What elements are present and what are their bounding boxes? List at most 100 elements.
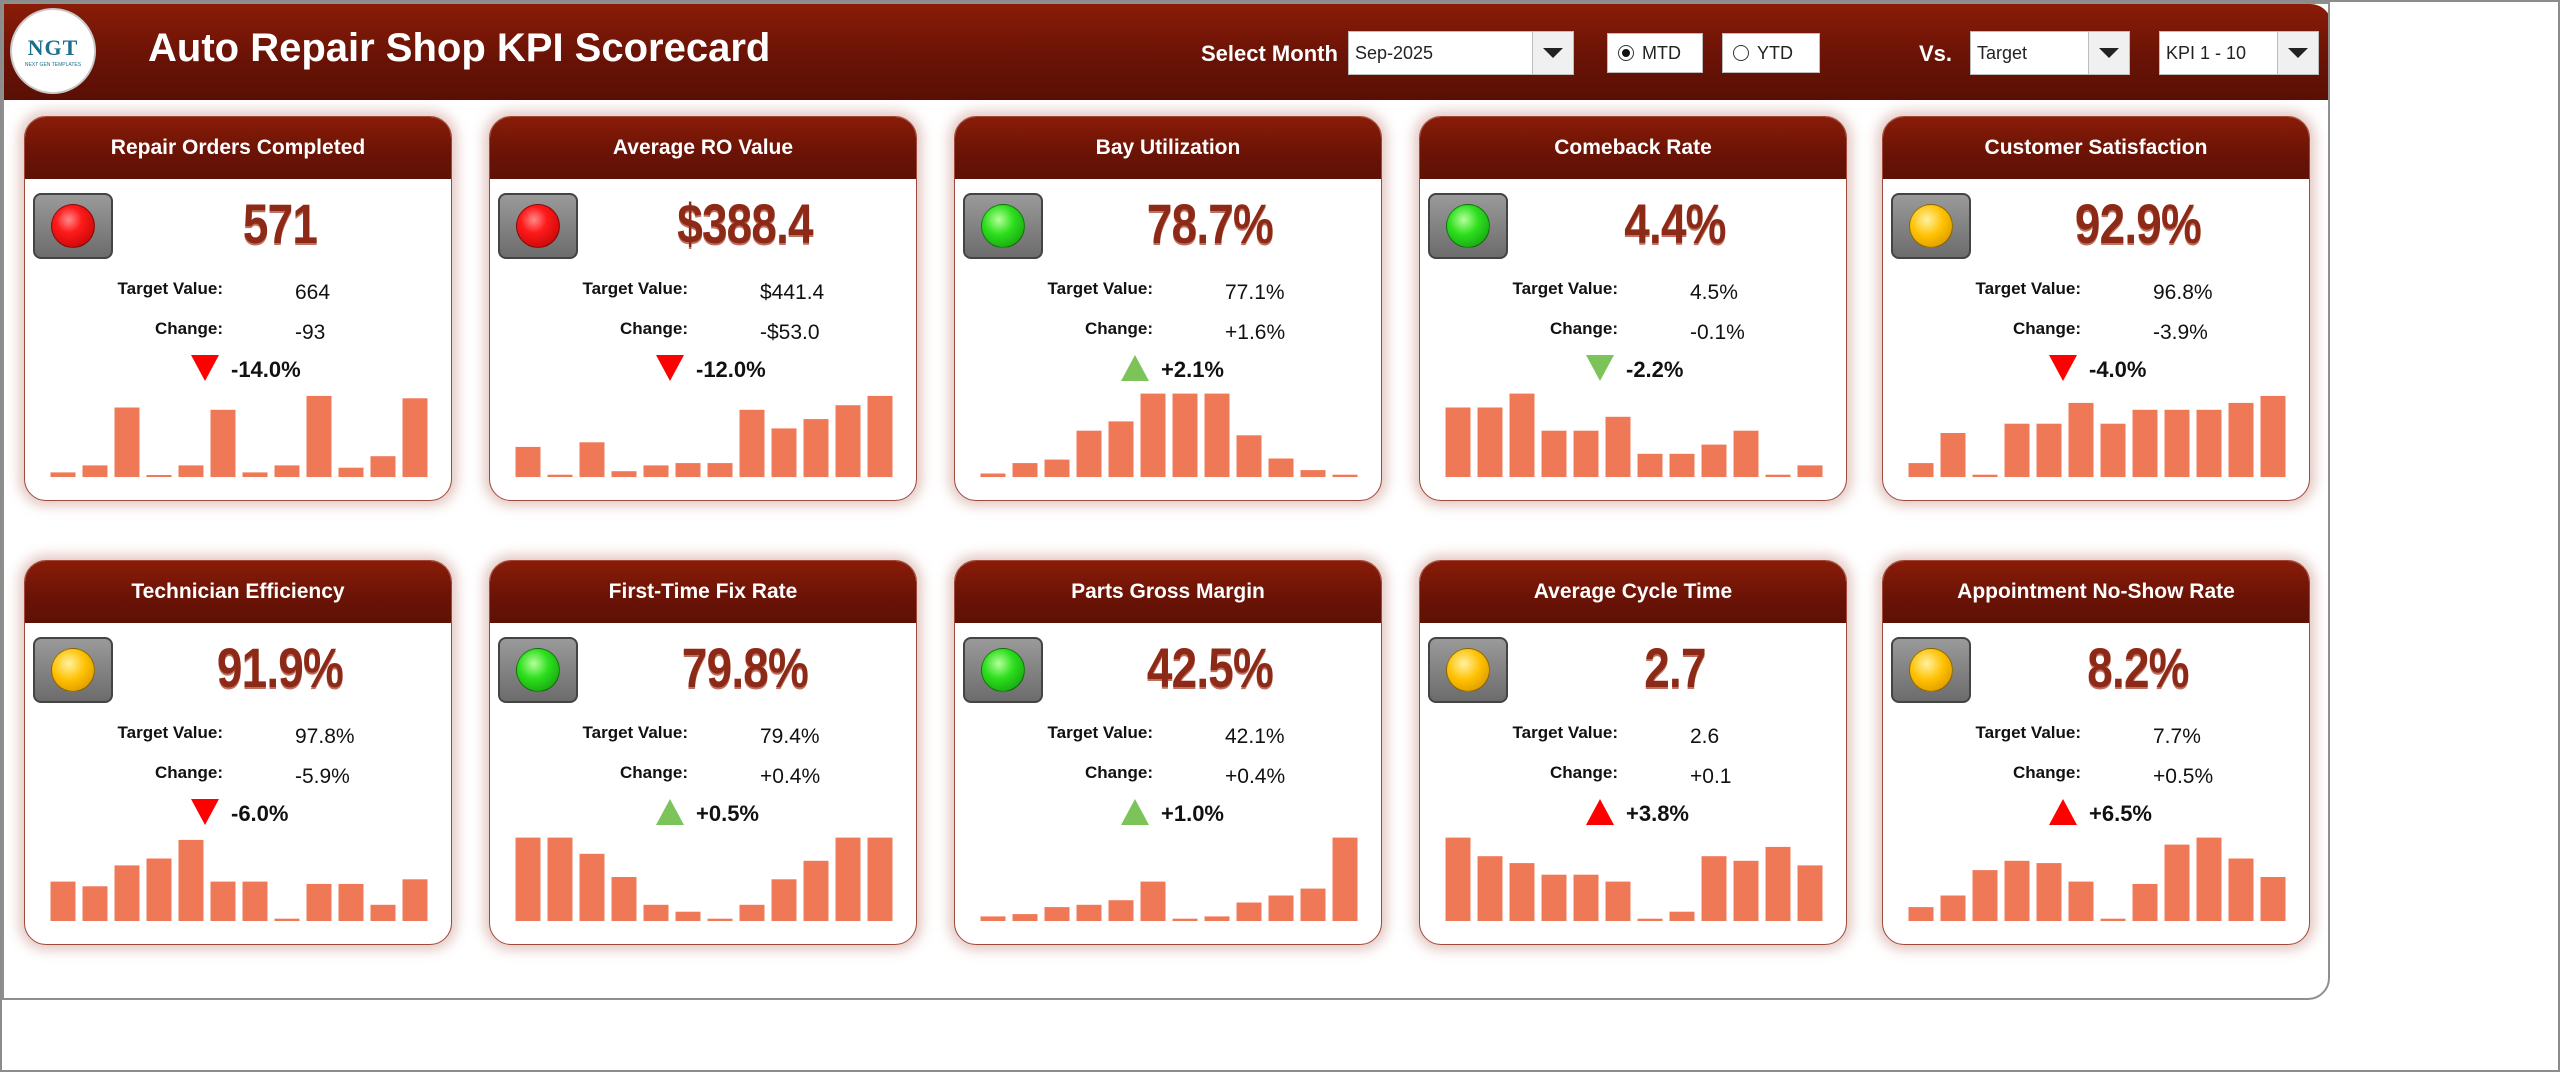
- trend-bar: [739, 409, 765, 477]
- trend-bar: [1605, 416, 1631, 477]
- trend-bar: [146, 475, 172, 477]
- kpi-range-dropdown[interactable]: KPI 1 - 10: [2159, 31, 2319, 75]
- change-percent: -14.0%: [231, 357, 301, 382]
- status-light-icon: [1891, 193, 1971, 259]
- change-label: Change:: [620, 763, 688, 782]
- kpi-card-title: Bay Utilization: [955, 117, 1381, 179]
- status-light-icon: [498, 193, 578, 259]
- trend-bar: [1733, 860, 1759, 921]
- kpi-card-title: Customer Satisfaction: [1883, 117, 2309, 179]
- kpi-value: 78.7%: [1146, 192, 1274, 255]
- trend-sparkline: [515, 837, 893, 921]
- kpi-card: Customer Satisfaction 92.9% Target Value…: [1882, 116, 2310, 501]
- trend-bar: [1541, 874, 1567, 921]
- radio-unselected-icon: [1733, 45, 1749, 61]
- trend-bar: [1445, 837, 1471, 921]
- trend-sparkline: [1908, 837, 2286, 921]
- trend-bar: [611, 877, 637, 921]
- change-value: -$53.0: [760, 321, 820, 344]
- trend-bar: [178, 839, 204, 921]
- trend-bar: [803, 419, 829, 477]
- trend-sparkline: [515, 395, 893, 477]
- chevron-down-icon[interactable]: [2277, 32, 2318, 74]
- target-value: 79.4%: [760, 725, 820, 748]
- trend-bar: [2228, 402, 2254, 477]
- trend-bar: [515, 837, 541, 921]
- trend-bar: [1012, 914, 1038, 921]
- trend-bar: [611, 471, 637, 477]
- kpi-card-title: Repair Orders Completed: [25, 117, 451, 179]
- trend-bar: [1637, 453, 1663, 477]
- trend-bar: [2260, 395, 2286, 477]
- trend-bar: [1445, 407, 1471, 477]
- kpi-value: 2.7: [1644, 636, 1706, 699]
- trend-bar: [50, 881, 76, 921]
- change-label: Change:: [155, 319, 223, 338]
- trend-bar: [980, 473, 1006, 477]
- mtd-radio[interactable]: MTD: [1607, 33, 1703, 73]
- comparison-dropdown-value: Target: [1977, 42, 2028, 63]
- status-bulb-icon: [516, 204, 560, 248]
- logo-text: NGT: [27, 34, 79, 60]
- target-label: Target Value:: [1512, 723, 1619, 742]
- change-percent: -12.0%: [696, 357, 766, 382]
- target-value: 77.1%: [1225, 281, 1285, 304]
- kpi-card: Average Cycle Time 2.7 Target Value: 2.6…: [1419, 560, 1847, 945]
- trend-bar: [1637, 918, 1663, 921]
- arrow-up-icon: [656, 799, 684, 825]
- change-value: +0.4%: [1225, 765, 1286, 788]
- kpi-value: 91.9%: [216, 636, 344, 699]
- kpi-card-title: First-Time Fix Rate: [490, 561, 916, 623]
- kpi-card-title: Average RO Value: [490, 117, 916, 179]
- trend-bar: [2068, 402, 2094, 477]
- trend-bar: [1108, 900, 1134, 921]
- trend-sparkline: [980, 393, 1358, 477]
- change-percent: +1.0%: [1161, 801, 1224, 826]
- trend-bar: [643, 465, 669, 477]
- trend-bar: [643, 904, 669, 921]
- trend-bar: [1733, 430, 1759, 477]
- kpi-card: Appointment No-Show Rate 8.2% Target Val…: [1882, 560, 2310, 945]
- change-value: +0.4%: [760, 765, 821, 788]
- kpi-card-title: Parts Gross Margin: [955, 561, 1381, 623]
- change-label: Change:: [620, 319, 688, 338]
- trend-bar: [2164, 844, 2190, 921]
- trend-bar: [50, 472, 76, 477]
- trend-bar: [2100, 423, 2126, 477]
- month-dropdown[interactable]: Sep-2025: [1348, 31, 1574, 75]
- trend-bar: [579, 442, 605, 477]
- trend-bar: [1669, 453, 1695, 477]
- target-label: Target Value:: [582, 723, 689, 742]
- kpi-value: 79.8%: [681, 636, 809, 699]
- kpi-card: Bay Utilization 78.7% Target Value: 77.1…: [954, 116, 1382, 501]
- trend-bar: [1044, 459, 1070, 477]
- trend-bar: [867, 837, 893, 921]
- status-bulb-icon: [981, 204, 1025, 248]
- ytd-radio[interactable]: YTD: [1722, 33, 1820, 73]
- target-label: Target Value:: [1975, 723, 2082, 742]
- arrow-down-icon: [191, 355, 219, 381]
- trend-bar: [402, 879, 428, 921]
- trend-bar: [274, 465, 300, 477]
- trend-bar: [1669, 911, 1695, 921]
- trend-sparkline: [50, 395, 428, 477]
- change-label: Change:: [1550, 763, 1618, 782]
- trend-bar: [1765, 474, 1791, 477]
- trend-bar: [1541, 430, 1567, 477]
- trend-bar: [1605, 881, 1631, 921]
- comparison-dropdown[interactable]: Target: [1970, 31, 2130, 75]
- change-value: +1.6%: [1225, 321, 1286, 344]
- trend-bar: [1140, 393, 1166, 477]
- change-value: -3.9%: [2153, 321, 2208, 344]
- kpi-card: Parts Gross Margin 42.5% Target Value: 4…: [954, 560, 1382, 945]
- chevron-down-icon[interactable]: [2088, 32, 2129, 74]
- trend-bar: [1477, 407, 1503, 477]
- chevron-down-icon[interactable]: [1532, 32, 1573, 74]
- trend-bar: [547, 837, 573, 921]
- trend-bar: [771, 879, 797, 921]
- trend-bar: [1477, 856, 1503, 921]
- trend-bar: [2132, 883, 2158, 921]
- page-title: Auto Repair Shop KPI Scorecard: [148, 26, 771, 70]
- trend-bar: [114, 407, 140, 477]
